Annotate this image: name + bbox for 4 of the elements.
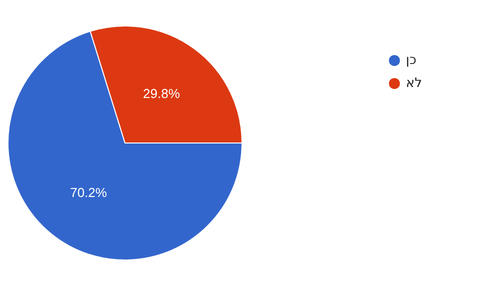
data-label: 70.2% bbox=[70, 185, 108, 200]
legend-label: לא bbox=[406, 76, 422, 91]
data-label: 29.8% bbox=[143, 86, 180, 101]
legend-label: כן bbox=[406, 53, 416, 68]
